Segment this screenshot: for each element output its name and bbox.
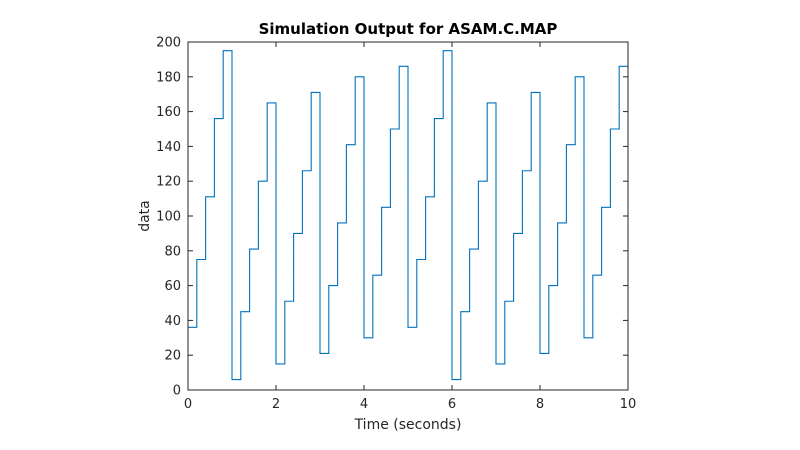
y-axis-label: data — [137, 200, 153, 232]
y-tick-label: 200 — [156, 36, 181, 51]
x-tick-label: 0 — [184, 397, 192, 412]
y-tick-label: 20 — [164, 349, 181, 364]
x-tick-label: 2 — [272, 397, 280, 412]
axes-box — [187, 41, 629, 391]
x-tick-label: 10 — [620, 397, 637, 412]
series-layer — [188, 50, 628, 381]
series-line — [188, 50, 628, 381]
y-tick-label: 60 — [164, 279, 181, 294]
y-tick-label: 160 — [156, 105, 181, 120]
x-axis: 0 2 4 6 8 10 — [184, 42, 636, 412]
y-tick-label: 120 — [156, 175, 181, 190]
y-tick-label: 180 — [156, 70, 181, 85]
y-tick-label: 40 — [164, 314, 181, 329]
chart-title: Simulation Output for ASAM.C.MAP — [259, 20, 558, 38]
x-tick-label: 6 — [448, 397, 456, 412]
y-tick-label: 80 — [164, 244, 181, 259]
y-tick-label: 140 — [156, 140, 181, 155]
x-tick-label: 8 — [536, 397, 544, 412]
y-tick-label: 0 — [173, 384, 181, 399]
y-tick-label: 100 — [156, 210, 181, 225]
x-axis-label: Time (seconds) — [354, 417, 462, 433]
x-tick-label: 4 — [360, 397, 368, 412]
